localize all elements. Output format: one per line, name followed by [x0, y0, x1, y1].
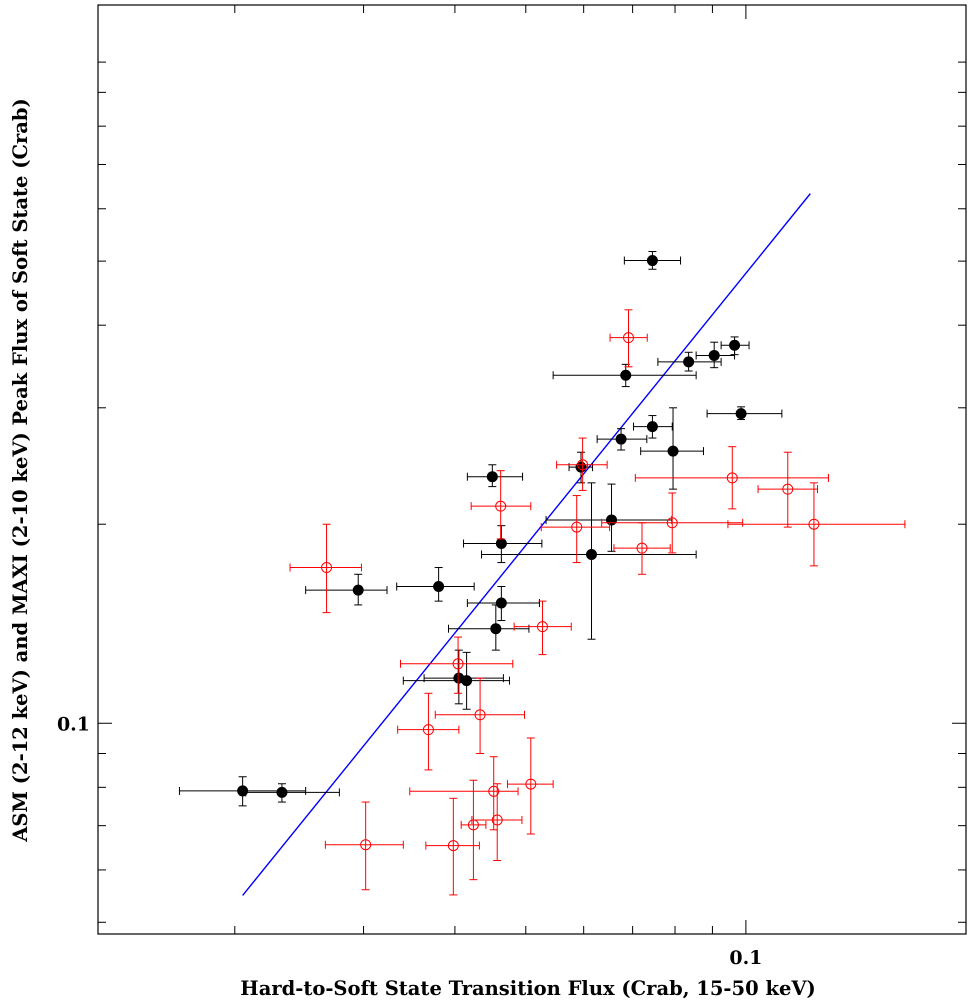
- data-point: [447, 604, 530, 651]
- series-0: [178, 251, 783, 807]
- data-point: [399, 636, 514, 694]
- marker-open: [452, 658, 464, 670]
- data-point: [409, 756, 519, 831]
- data-point: [324, 801, 404, 891]
- data-point: [540, 495, 611, 564]
- marker-filled: [486, 471, 498, 483]
- marker-filled: [729, 339, 741, 351]
- marker-filled: [461, 675, 473, 687]
- marker-filled: [495, 597, 507, 609]
- data-point: [757, 451, 819, 528]
- data-point: [552, 363, 697, 388]
- marker-filled: [708, 349, 720, 361]
- marker-filled: [490, 623, 502, 635]
- data-point: [720, 336, 750, 356]
- marker-open: [623, 332, 635, 344]
- data-point: [513, 600, 572, 656]
- data-points-layer: [178, 251, 906, 896]
- marker-filled: [735, 408, 747, 420]
- marker-open: [577, 459, 589, 471]
- marker-filled: [646, 421, 658, 433]
- data-point: [640, 407, 704, 490]
- marker-open: [474, 709, 486, 721]
- data-point: [425, 797, 480, 896]
- data-point: [481, 482, 697, 640]
- data-point: [245, 783, 340, 803]
- marker-open: [782, 483, 794, 495]
- plot-frame: [97, 4, 967, 935]
- data-point: [609, 309, 648, 368]
- marker-open: [525, 778, 537, 790]
- marker-filled: [683, 356, 695, 368]
- marker-open: [666, 517, 678, 529]
- data-point: [623, 251, 682, 270]
- marker-open: [636, 542, 648, 554]
- y-axis-title: ASM (2-12 keV) and MAXI (2-10 keV) Peak …: [9, 98, 32, 843]
- data-point: [556, 437, 608, 491]
- marker-filled: [586, 548, 598, 560]
- data-point: [463, 525, 543, 564]
- marker-filled: [606, 514, 618, 526]
- marker-filled: [237, 785, 249, 797]
- data-point: [396, 567, 475, 602]
- data-point: [289, 523, 362, 614]
- data-point: [402, 651, 510, 710]
- data-point: [470, 470, 532, 540]
- marker-filled: [646, 255, 658, 267]
- data-point: [634, 446, 829, 510]
- data-point: [471, 783, 523, 862]
- marker-open: [321, 562, 333, 574]
- data-point: [613, 522, 671, 575]
- data-point: [460, 779, 487, 881]
- x-axis-title: Hard-to-Soft State Transition Flux (Crab…: [240, 977, 815, 1000]
- marker-open: [726, 472, 738, 484]
- x-tick-label: 0.1: [729, 947, 762, 969]
- data-point: [601, 492, 744, 554]
- fit-line: [242, 193, 811, 896]
- marker-open: [808, 518, 820, 530]
- data-point: [466, 464, 524, 488]
- marker-open: [422, 724, 434, 736]
- marker-filled: [615, 433, 627, 445]
- data-point: [706, 406, 783, 421]
- series-1: [289, 309, 906, 896]
- data-point: [568, 451, 594, 484]
- marker-filled: [620, 369, 632, 381]
- data-point: [305, 573, 388, 606]
- data-point: [545, 483, 673, 552]
- data-point: [434, 677, 525, 755]
- marker-filled: [276, 786, 288, 798]
- tick-labels: 0.1 0.1: [57, 713, 762, 969]
- marker-filled: [667, 445, 679, 457]
- data-point: [466, 586, 540, 622]
- marker-open: [491, 814, 503, 826]
- marker-open: [571, 521, 583, 533]
- marker-open: [488, 785, 500, 797]
- data-point: [397, 692, 460, 771]
- marker-open: [536, 621, 548, 633]
- marker-open: [360, 839, 372, 851]
- marker-filled: [495, 538, 507, 550]
- data-point: [596, 428, 648, 451]
- marker-open: [447, 840, 459, 852]
- data-point: [727, 482, 906, 567]
- data-point: [695, 341, 736, 369]
- data-point: [506, 737, 554, 835]
- y-tick-label: 0.1: [57, 713, 90, 735]
- axis-ticks: [98, 5, 967, 934]
- marker-filled: [352, 584, 364, 596]
- data-point: [657, 351, 722, 372]
- data-point: [633, 415, 673, 439]
- fit-line-layer: [242, 193, 811, 896]
- marker-filled: [433, 581, 445, 593]
- marker-open: [495, 500, 507, 512]
